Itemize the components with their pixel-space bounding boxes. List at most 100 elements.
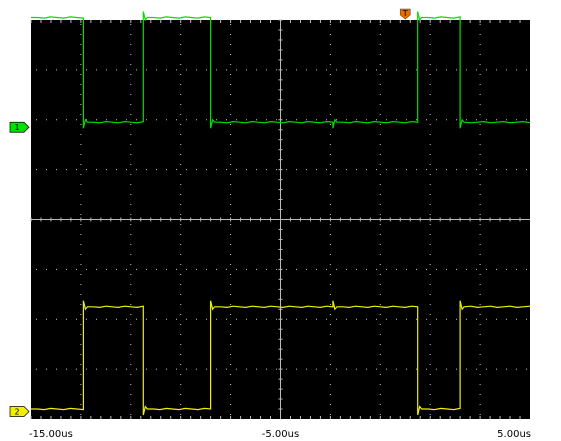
grid-dot: [379, 44, 381, 45]
grid-dot: [56, 169, 57, 171]
grid-dot: [130, 154, 132, 155]
grid-dot: [466, 169, 467, 171]
grid-dot: [429, 134, 431, 135]
grid-dot: [130, 344, 132, 345]
grid-dot: [506, 268, 507, 270]
grid-dot: [266, 368, 267, 370]
grid-dot: [496, 318, 497, 320]
grid-dot: [379, 314, 381, 315]
grid-dot: [466, 368, 467, 370]
grid-dot: [166, 169, 167, 171]
grid-dot: [429, 284, 431, 285]
grid-dot: [180, 114, 182, 115]
grid-dot: [516, 268, 517, 270]
grid-dot: [136, 368, 137, 370]
grid-dot: [429, 304, 431, 305]
channel-1-marker[interactable]: 1: [9, 121, 30, 133]
grid-dot: [80, 224, 82, 225]
grid-dot: [379, 384, 381, 385]
grid-dot: [479, 174, 481, 175]
grid-dot: [76, 268, 77, 270]
grid-dot: [379, 214, 381, 215]
grid-dot: [180, 44, 182, 45]
grid-dot: [396, 268, 397, 270]
grid-dot: [379, 284, 381, 285]
grid-dot: [146, 318, 147, 320]
grid-dot: [296, 368, 297, 370]
grid-dot: [126, 318, 127, 320]
grid-dot: [466, 268, 467, 270]
grid-dot: [329, 154, 331, 155]
grid-dot: [306, 368, 307, 370]
trigger-position-marker[interactable]: T: [399, 8, 411, 20]
grid-dot: [346, 119, 347, 121]
grid-dot: [80, 84, 82, 85]
grid-dot: [329, 404, 331, 405]
grid-dot: [426, 368, 427, 370]
grid-dot: [80, 184, 82, 185]
grid-dot: [226, 368, 227, 370]
grid-dot: [479, 134, 481, 135]
grid-dot: [180, 394, 182, 395]
grid-dot: [180, 104, 182, 105]
grid-dot: [446, 119, 447, 121]
grid-dot: [366, 119, 367, 121]
grid-dot: [76, 69, 77, 71]
grid-dot: [116, 169, 117, 171]
grid-dot: [56, 69, 57, 71]
grid-dot: [479, 54, 481, 55]
grid-dot: [130, 64, 132, 65]
grid-dot: [146, 368, 147, 370]
grid-dot: [130, 314, 132, 315]
grid-dot: [286, 169, 287, 171]
grid-dot: [479, 34, 481, 35]
grid-dot: [180, 354, 182, 355]
grid-dot: [186, 268, 187, 270]
grid-dot: [429, 254, 431, 255]
grid-dot: [230, 404, 232, 405]
grid-dot: [306, 268, 307, 270]
grid-dot: [479, 234, 481, 235]
grid-dot: [76, 368, 77, 370]
grid-dot: [479, 334, 481, 335]
grid-dot: [246, 268, 247, 270]
grid-dot: [66, 268, 67, 270]
grid-dot: [479, 244, 481, 245]
grid-dot: [80, 174, 82, 175]
grid-dot: [146, 119, 147, 121]
grid-dot: [386, 169, 387, 171]
grid-dot: [80, 304, 82, 305]
grid-dot: [479, 374, 481, 375]
grid-dot: [80, 94, 82, 95]
grid-dot: [96, 368, 97, 370]
grid-dot: [376, 368, 377, 370]
grid-dot: [86, 169, 87, 171]
grid-dot: [146, 268, 147, 270]
grid-dot: [329, 24, 331, 25]
grid-dot: [196, 119, 197, 121]
grid-dot: [429, 384, 431, 385]
grid-dot: [486, 318, 487, 320]
grid-dot: [329, 114, 331, 115]
grid-dot: [130, 84, 132, 85]
grid-dot: [496, 69, 497, 71]
grid-dot: [80, 124, 82, 125]
grid-dot: [329, 94, 331, 95]
grid-dot: [486, 119, 487, 121]
grid-dot: [296, 268, 297, 270]
grid-dot: [130, 164, 132, 165]
grid-dot: [429, 64, 431, 65]
grid-dot: [466, 318, 467, 320]
grid-dot: [256, 368, 257, 370]
grid-dot: [80, 314, 82, 315]
grid-dot: [429, 54, 431, 55]
grid-dot: [436, 268, 437, 270]
grid-dot: [479, 104, 481, 105]
grid-dot: [429, 24, 431, 25]
markers: 1 2 T: [9, 8, 411, 417]
grid-dot: [96, 169, 97, 171]
grid-dot: [496, 368, 497, 370]
grid-dot: [96, 69, 97, 71]
grid-dot: [379, 324, 381, 325]
channel-2-marker[interactable]: 2: [9, 406, 30, 417]
